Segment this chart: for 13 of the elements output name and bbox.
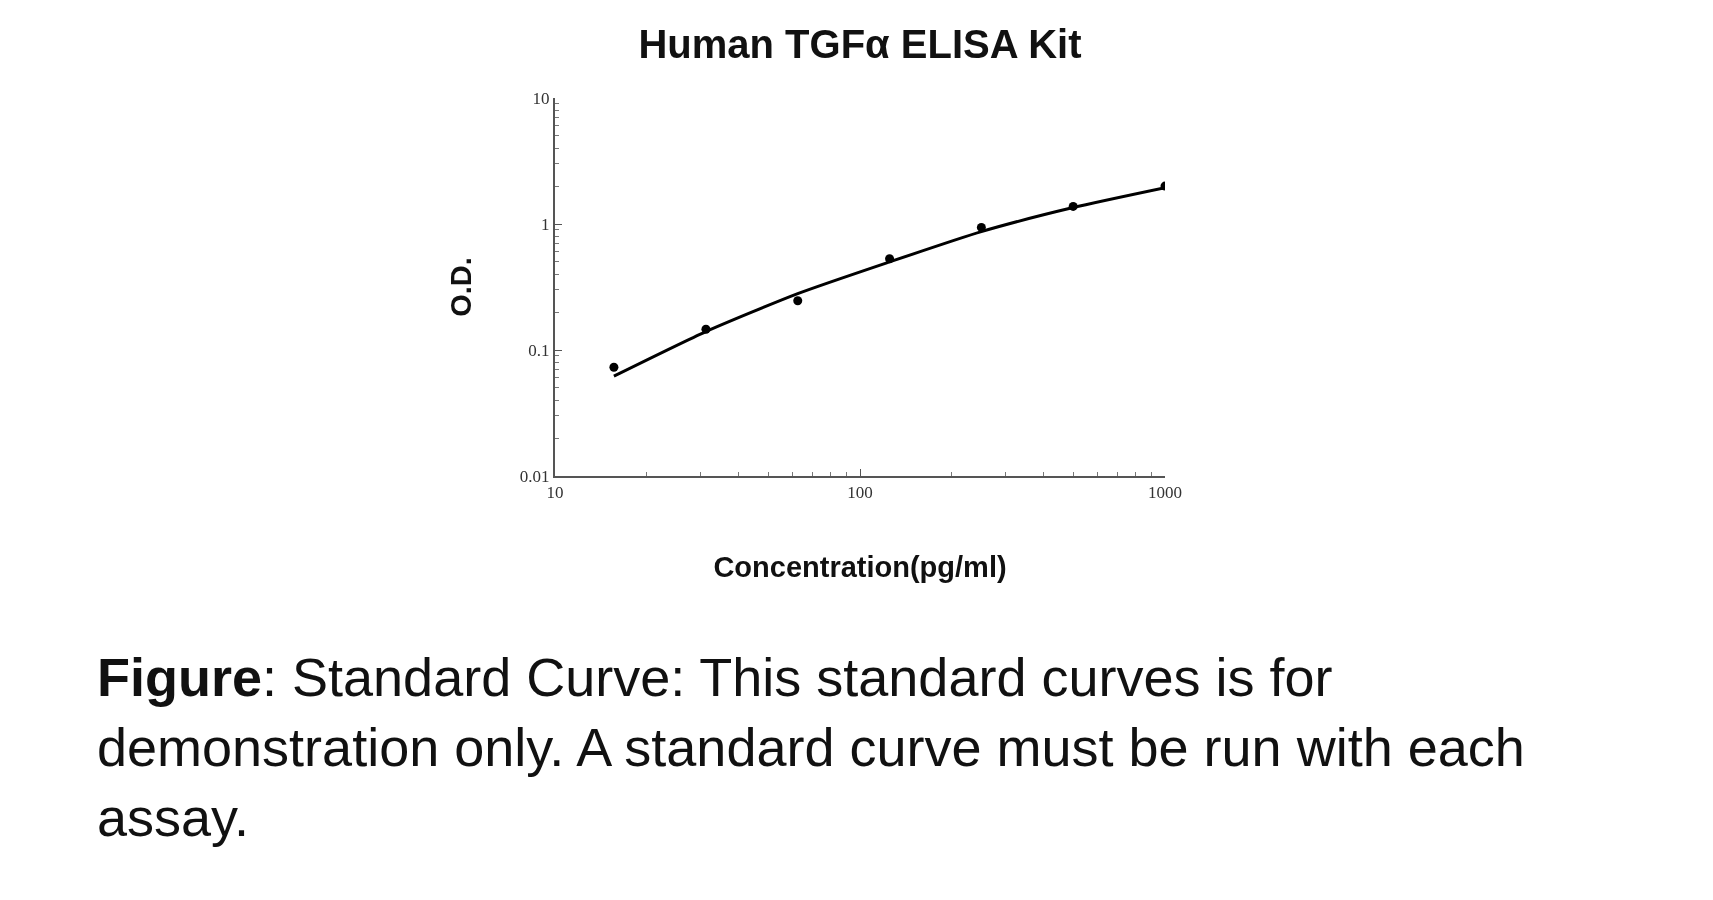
text: Figure: Standard Curve: This standard curves is for demonstration only. A standard curve must be run with each assay. <box>97 647 1525 848</box>
y-axis-title: O.D. <box>444 257 477 317</box>
chart-title: Human TGFα ELISA Kit <box>638 22 1082 67</box>
y-tick-label: 0.1 <box>528 340 550 360</box>
y-tick-label: 10 <box>532 88 550 108</box>
x-tick-label: 10 <box>546 483 564 503</box>
y-tick-label: 1 <box>541 214 550 234</box>
y-tick-label: 0.01 <box>519 466 550 486</box>
x-tick-label: 1000 <box>1148 483 1182 503</box>
x-tick-label: 100 <box>847 483 873 503</box>
point <box>609 362 619 372</box>
x-axis-title: Concentration(pg/ml) <box>713 550 1007 583</box>
point <box>793 296 803 306</box>
